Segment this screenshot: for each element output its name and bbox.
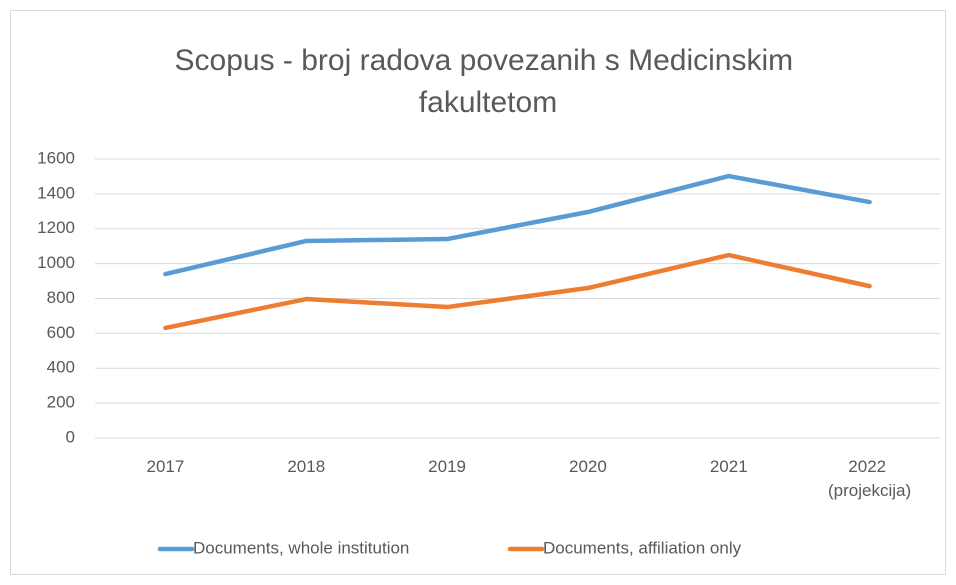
chart-border [10, 10, 946, 575]
legend-label: Documents, affiliation only [543, 538, 742, 557]
y-tick-label: 1000 [37, 253, 75, 272]
y-tick-label: 600 [47, 323, 75, 342]
legend-label: Documents, whole institution [193, 538, 409, 557]
x-tick-label: 2021 [710, 457, 748, 476]
y-tick-label: 1200 [37, 218, 75, 237]
x-tick-label: 2017 [147, 457, 185, 476]
series-line [163, 252, 872, 331]
y-tick-label: 200 [47, 393, 75, 412]
y-tick-label: 0 [66, 427, 75, 446]
y-tick-label: 1600 [37, 148, 75, 167]
series-line [163, 173, 872, 277]
x-tick-label: 2018 [287, 457, 325, 476]
x-tick-label: 2020 [569, 457, 607, 476]
x-tick-label: 2022 (projekcija) [828, 457, 911, 500]
y-tick-label: 1400 [37, 183, 75, 202]
x-tick-label: 2019 [428, 457, 466, 476]
y-tick-label: 400 [47, 358, 75, 377]
y-tick-label: 800 [47, 288, 75, 307]
chart-title: Scopus - broj radova povezanih s Medicin… [175, 44, 802, 119]
